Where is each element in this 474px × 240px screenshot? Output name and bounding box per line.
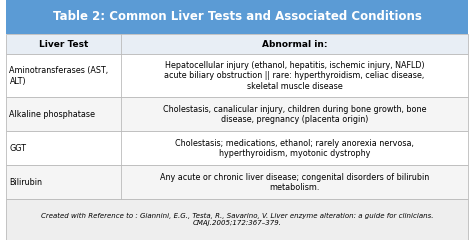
Text: Liver Test: Liver Test [38,40,88,49]
Text: Alkaline phosphatase: Alkaline phosphatase [9,110,95,119]
Text: Table 2: Common Liver Tests and Associated Conditions: Table 2: Common Liver Tests and Associat… [53,11,421,24]
FancyBboxPatch shape [6,97,468,131]
Text: Hepatocellular injury (ethanol, hepatitis, ischemic injury, NAFLD)
acute biliary: Hepatocellular injury (ethanol, hepatiti… [164,61,425,91]
Text: GGT: GGT [9,144,27,153]
Text: Aminotransferases (AST,
ALT): Aminotransferases (AST, ALT) [9,66,109,85]
Text: Any acute or chronic liver disease; congenital disorders of bilirubin
metabolism: Any acute or chronic liver disease; cong… [160,173,429,192]
Text: Abnormal in:: Abnormal in: [262,40,328,49]
FancyBboxPatch shape [6,54,468,97]
Text: Created with Reference to : Giannini, E.G., Testa, R., Savarino, V. Liver enzyme: Created with Reference to : Giannini, E.… [41,213,433,226]
Text: Bilirubin: Bilirubin [9,178,43,187]
Text: Cholestasis; medications, ethanol; rarely anorexia nervosa,
hyperthyroidism, myo: Cholestasis; medications, ethanol; rarel… [175,139,414,158]
Text: Cholestasis, canalicular injury, children during bone growth, bone
disease, preg: Cholestasis, canalicular injury, childre… [163,105,426,124]
FancyBboxPatch shape [6,165,468,199]
FancyBboxPatch shape [6,34,468,54]
FancyBboxPatch shape [6,131,468,165]
FancyBboxPatch shape [6,0,468,34]
FancyBboxPatch shape [6,199,468,240]
